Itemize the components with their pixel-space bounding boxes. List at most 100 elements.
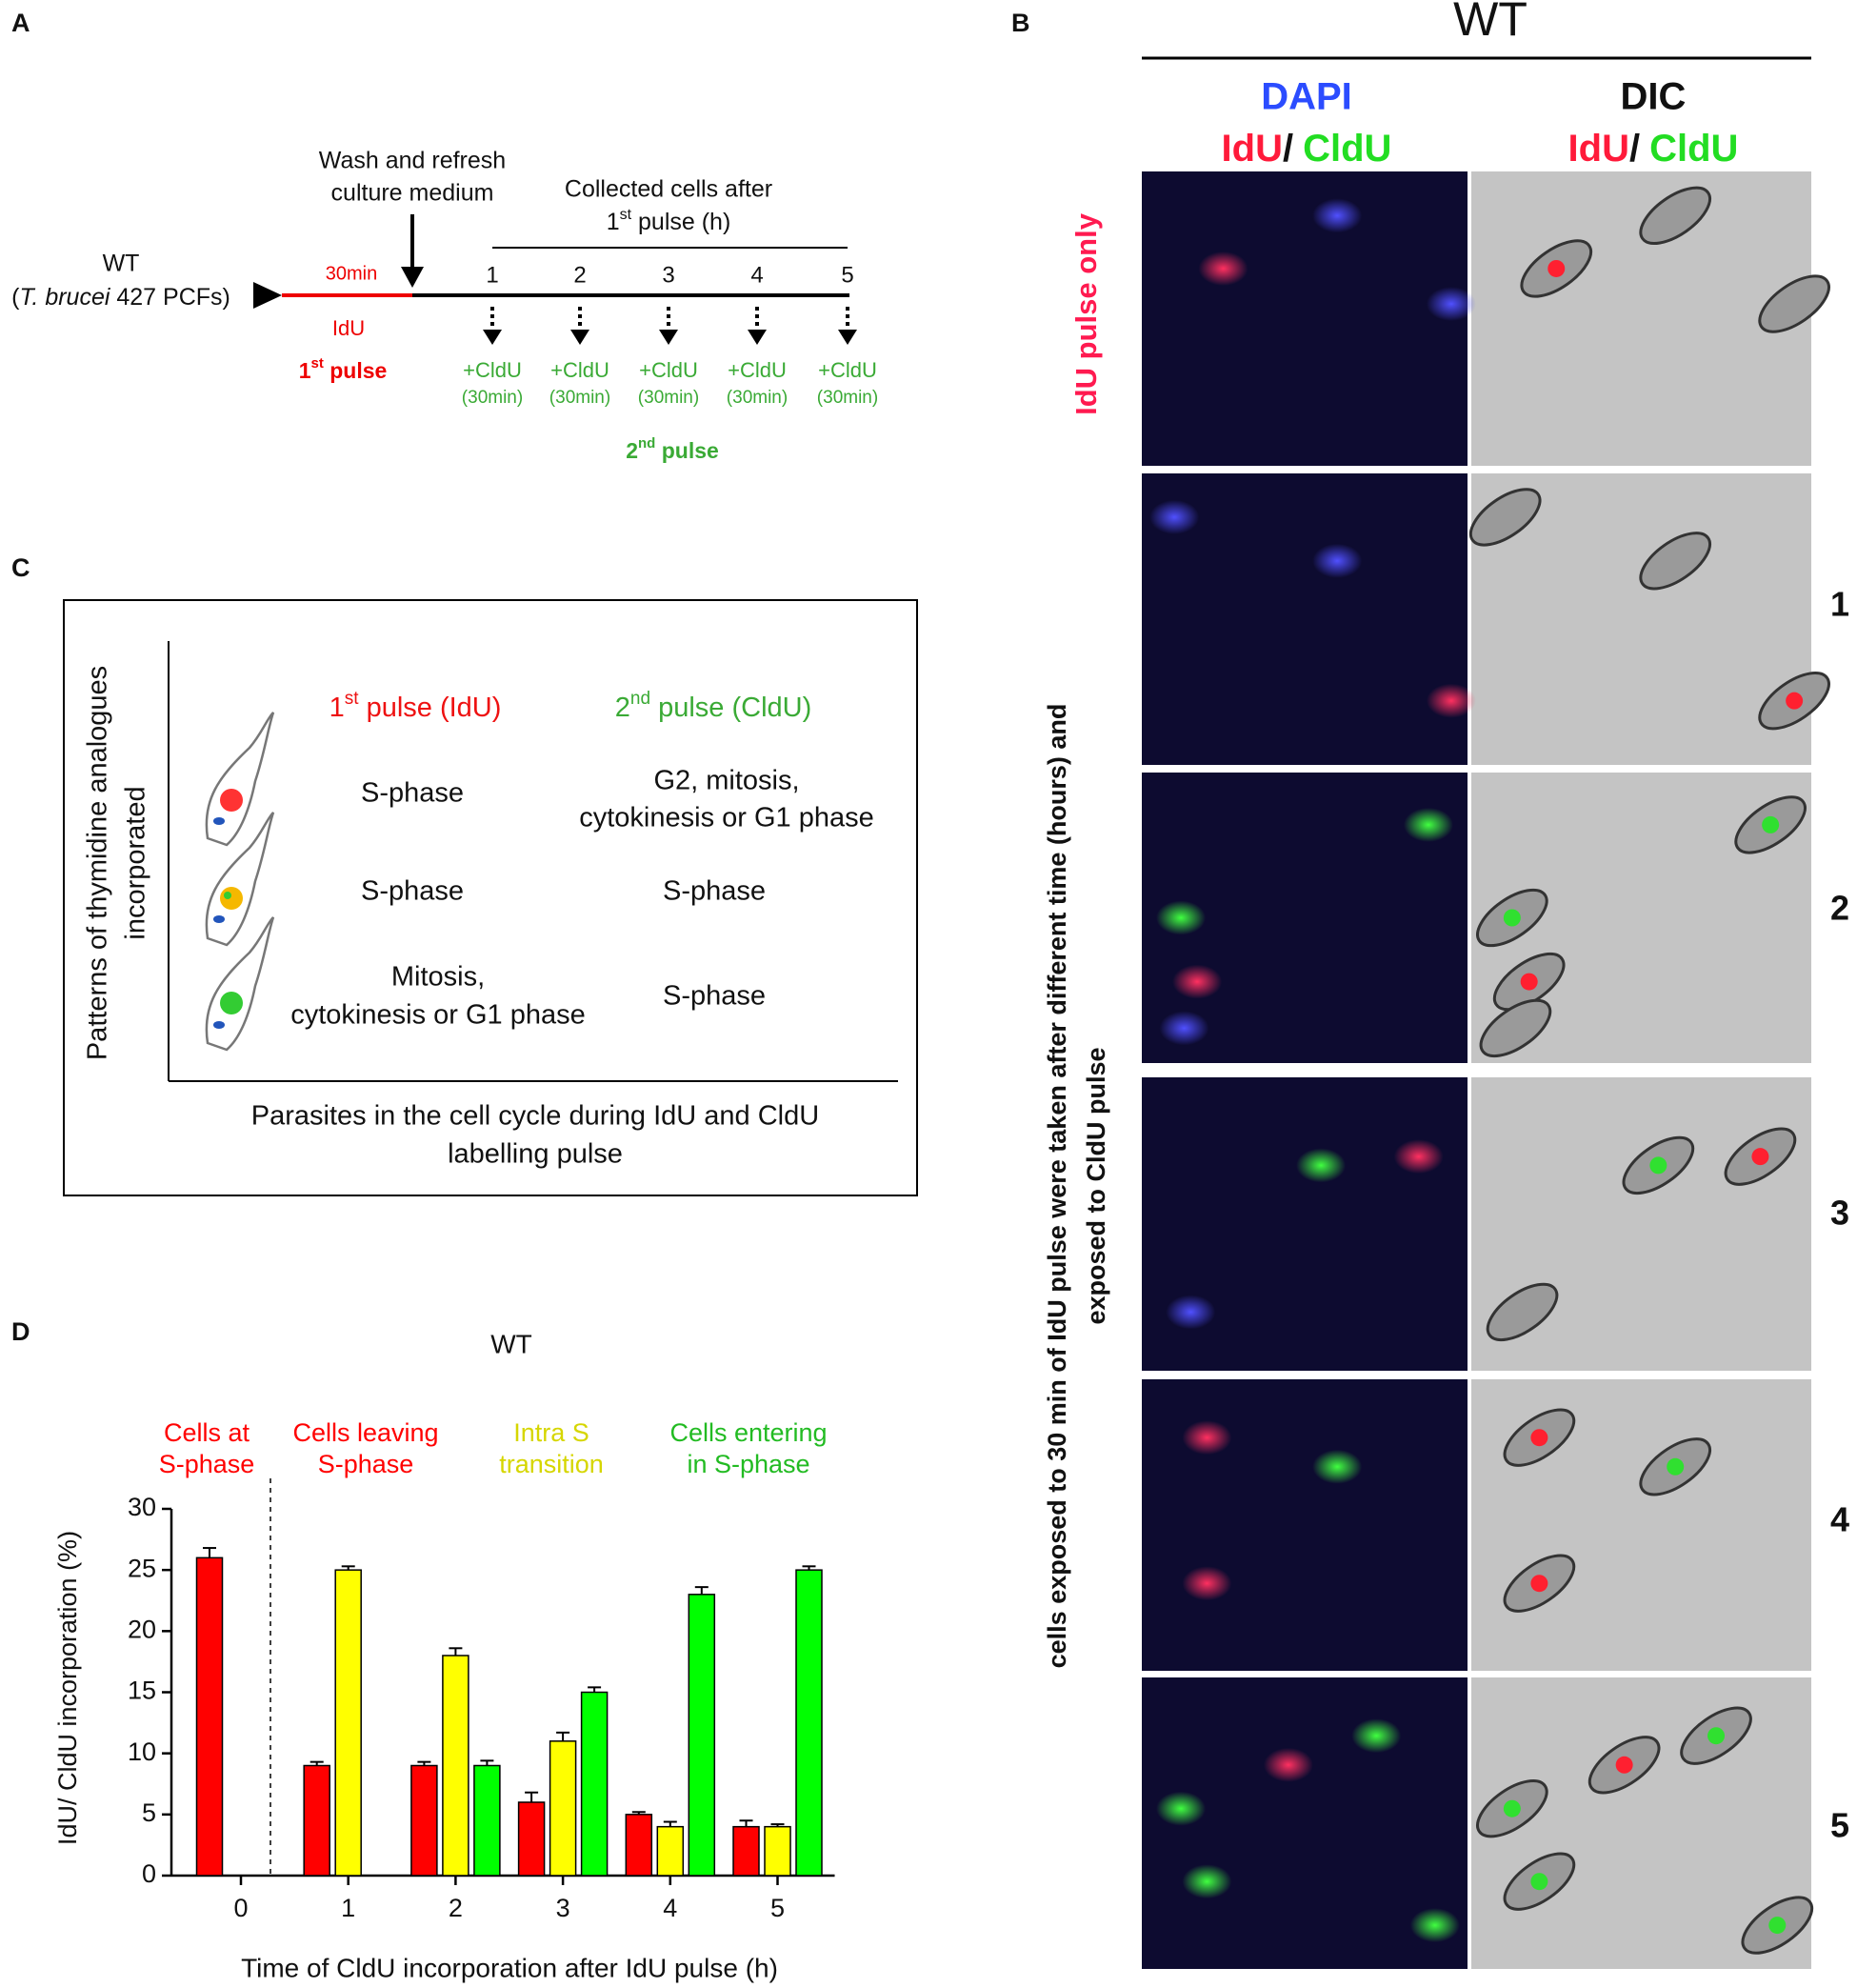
wash-arrowhead: [401, 267, 424, 288]
x-label: labelling pulse: [448, 1139, 623, 1170]
y-tick-label: 10: [128, 1737, 156, 1766]
text: 2: [626, 438, 638, 463]
column-header: 2nd pulse (CldU): [615, 689, 812, 723]
panel-b-title: WT: [1453, 0, 1528, 46]
annotation: Cells at: [164, 1418, 250, 1447]
bar: [549, 1740, 577, 1877]
arrowhead: [570, 330, 589, 345]
x-tick-label: 3: [556, 1894, 570, 1922]
cell: [1486, 1282, 1559, 1342]
text: IdU: [1568, 128, 1629, 170]
nucleus-spot: [224, 892, 231, 899]
cell: [1468, 488, 1542, 547]
text: /: [1283, 128, 1293, 170]
fluorescent-spot: [1403, 807, 1453, 842]
micrograph-dapi: [1142, 171, 1468, 466]
second-duration: (30min): [727, 388, 788, 408]
text: T. brucei: [19, 284, 110, 311]
text: pulse: [324, 358, 387, 383]
cell-signal: [1751, 1148, 1769, 1166]
fluorescent-spot: [1198, 251, 1248, 286]
bar: [656, 1825, 685, 1877]
x-tick-label: 5: [770, 1894, 785, 1922]
wash-text: Wash and refresh: [319, 148, 506, 174]
cell-signal: [1762, 815, 1780, 833]
collected-text: Collected cells after: [565, 176, 772, 203]
text: pulse: [655, 438, 718, 463]
text: st: [620, 207, 632, 223]
text: nd: [638, 435, 655, 452]
annotation: Cells leaving: [292, 1418, 438, 1447]
cell-signal: [1768, 1917, 1787, 1935]
cell-text: S-phase: [663, 981, 766, 1012]
fluorescent-spot: [1182, 1864, 1232, 1899]
x-tick-label: 2: [449, 1894, 463, 1922]
fluorescent-spot: [1182, 1566, 1232, 1601]
micrograph-dic: [1471, 1379, 1811, 1671]
y-tick-label: 5: [142, 1798, 156, 1827]
first-agent: IdU: [332, 316, 365, 340]
y-label: incorporated: [121, 786, 151, 939]
kinetoplast: [213, 1021, 225, 1029]
fluorescent-spot: [1296, 1148, 1347, 1183]
text: CldU: [1649, 128, 1738, 170]
side-label: cells exposed to 30 min of IdU pulse wer…: [1043, 704, 1071, 1669]
fluorescent-spot: [1182, 1420, 1232, 1456]
text: 1: [329, 693, 345, 723]
fluorescent-spot: [1156, 1791, 1207, 1826]
x-tick-label: 0: [233, 1894, 248, 1922]
fluorescent-spot: [1393, 1139, 1444, 1175]
annotation: transition: [499, 1450, 604, 1478]
text: CldU: [1303, 128, 1391, 170]
cell-signal: [1548, 259, 1566, 277]
text: 427 PCFs): [110, 284, 230, 311]
x-axis-label: Time of CldU incorporation after IdU pul…: [241, 1953, 778, 1982]
bar: [410, 1764, 438, 1877]
bar: [517, 1801, 546, 1877]
y-tick-label: 15: [128, 1677, 156, 1705]
fluorescent-spot: [1172, 964, 1223, 999]
x-label: Parasites in the cell cycle during IdU a…: [251, 1101, 819, 1132]
frame: [63, 599, 918, 1196]
arrowhead: [659, 330, 678, 345]
second-agent: +CldU: [818, 358, 877, 382]
cell: [1639, 186, 1711, 245]
text: 1: [607, 209, 620, 235]
panel-a: WT (T. brucei 427 PCFs) Wash and refresh…: [11, 148, 878, 463]
cell: [1758, 274, 1830, 333]
first-duration: 30min: [326, 263, 377, 284]
bar: [334, 1569, 362, 1877]
panel-letter: A: [11, 9, 30, 37]
second-agent: +CldU: [728, 358, 787, 382]
second-agent: +CldU: [550, 358, 609, 382]
cell-icon: [205, 712, 275, 847]
row-number: 4: [1830, 1500, 1849, 1539]
second-duration: (30min): [462, 388, 523, 408]
text: pulse (CldU): [650, 693, 811, 723]
fluorescent-spot: [1159, 1011, 1209, 1046]
bar: [764, 1825, 791, 1877]
cell-signal: [1520, 973, 1538, 991]
bar: [303, 1764, 330, 1877]
row-label: IdU pulse only: [1069, 212, 1103, 415]
cell-signal: [1707, 1727, 1726, 1745]
panel-letter: B: [1011, 9, 1030, 37]
row-number: 5: [1830, 1806, 1849, 1845]
wash-text: culture medium: [331, 180, 494, 207]
cell-signal: [1503, 1799, 1521, 1817]
y-tick-label: 20: [128, 1615, 156, 1643]
panel-c: Patterns of thymidine analogues incorpor…: [63, 599, 918, 1196]
bar: [732, 1825, 760, 1877]
side-label: exposed to CldU pulse: [1082, 1047, 1110, 1324]
bar: [442, 1655, 469, 1877]
row-number: 2: [1830, 889, 1849, 928]
chart-title: WT: [490, 1329, 532, 1358]
panel-letter: D: [11, 1317, 30, 1346]
timepoint: 4: [750, 262, 763, 288]
y-label: Patterns of thymidine analogues: [83, 666, 113, 1060]
kinetoplast: [213, 817, 225, 825]
arrowhead: [838, 330, 857, 345]
text: 1: [299, 358, 311, 383]
